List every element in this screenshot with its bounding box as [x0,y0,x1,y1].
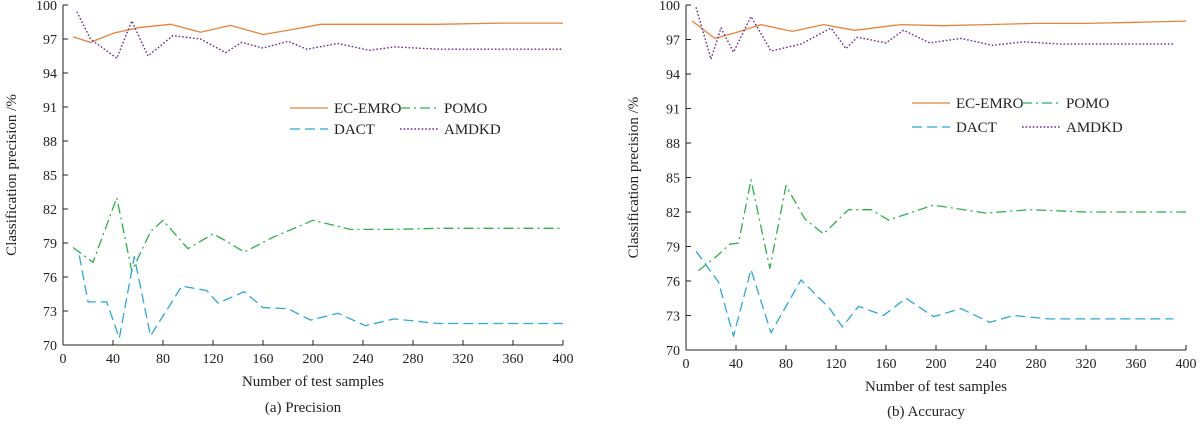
y-tick-label: 97 [666,34,680,49]
legend-label-dact: DACT [956,120,997,136]
x-axis-title: Number of test samples [865,379,1007,395]
series-line-pomo [698,179,1186,272]
y-tick-label: 70 [666,344,680,359]
y-tick-label: 88 [666,137,680,152]
legend: EC-EMRO POMO DACT AMDKD [290,101,501,138]
series-line-amdkd [695,7,1174,60]
chart-panel-accuracy: 70 73 76 79 82 85 88 91 94 97 100 0 40 80 120 160 200 240… [626,0,1197,420]
y-tick-label: 70 [43,339,57,354]
x-tick-label: 200 [926,357,947,372]
legend-label-ec-emro: EC-EMRO [956,96,1024,112]
x-tick-label: 400 [1176,357,1197,372]
x-tick-label: 240 [976,357,997,372]
x-tick-label: 0 [683,357,690,372]
x-tick-label: 320 [453,352,474,367]
y-tick-label: 82 [43,203,57,218]
y-tick-label: 85 [666,172,680,187]
x-tick-label: 40 [729,357,743,372]
series-line-amdkd [76,11,563,59]
y-tick-label: 100 [36,0,57,14]
legend: EC-EMRO POMO DACT AMDKD [912,96,1123,136]
y-tick-label: 100 [659,0,680,14]
legend-label-pomo: POMO [444,101,488,117]
legend-label-amdkd: AMDKD [1066,120,1123,136]
x-tick-label: 240 [353,352,374,367]
x-tick-label: 0 [60,352,67,367]
y-tick-label: 79 [43,237,57,252]
x-tick-label: 120 [826,357,847,372]
chart-caption: (b) Accuracy [887,404,965,420]
y-tick-label: 79 [666,241,680,256]
series-line-ec-emro [72,22,563,44]
x-tick-label: 280 [403,352,424,367]
series-line-dact [695,250,1174,337]
x-tick-label: 160 [253,352,274,367]
y-tick-label: 73 [43,305,57,320]
series-line-ec-emro [691,20,1187,40]
y-tick-label: 82 [666,206,680,221]
y-axis-title: Classification precision /% [4,94,20,256]
x-tick-label: 200 [303,352,324,367]
x-tick-label: 160 [876,357,897,372]
x-tick-label: 400 [553,352,574,367]
x-tick-label: 280 [1026,357,1047,372]
series-line-dact [78,255,563,339]
x-tick-label: 360 [1126,357,1147,372]
legend-label-ec-emro: EC-EMRO [334,101,402,117]
x-tick-label: 40 [106,352,120,367]
y-tick-label: 94 [43,67,57,82]
y-tick-label: 76 [666,275,680,290]
chart-panel-precision: 70 73 76 79 82 85 88 91 94 97 100 0 40 80 120 160 200 240… [4,0,574,416]
y-tick-label: 85 [43,169,57,184]
x-tick-label: 80 [779,357,793,372]
y-tick-label: 97 [43,33,57,48]
x-tick-label: 360 [503,352,524,367]
legend-label-dact: DACT [334,122,375,138]
x-tick-label: 120 [203,352,224,367]
x-tick-label: 80 [156,352,170,367]
y-tick-label: 94 [666,68,680,83]
series-line-pomo [72,197,563,272]
y-tick-label: 73 [666,310,680,325]
y-tick-label: 91 [43,101,57,116]
y-axis-title: Classification precision /% [626,97,642,259]
y-tick-label: 88 [43,135,57,150]
legend-label-pomo: POMO [1066,96,1110,112]
y-tick-label: 76 [43,271,57,286]
y-tick-label: 91 [666,103,680,118]
legend-label-amdkd: AMDKD [444,122,501,138]
x-axis-title: Number of test samples [242,374,384,390]
x-tick-label: 320 [1076,357,1097,372]
chart-caption: (a) Precision [265,400,342,416]
